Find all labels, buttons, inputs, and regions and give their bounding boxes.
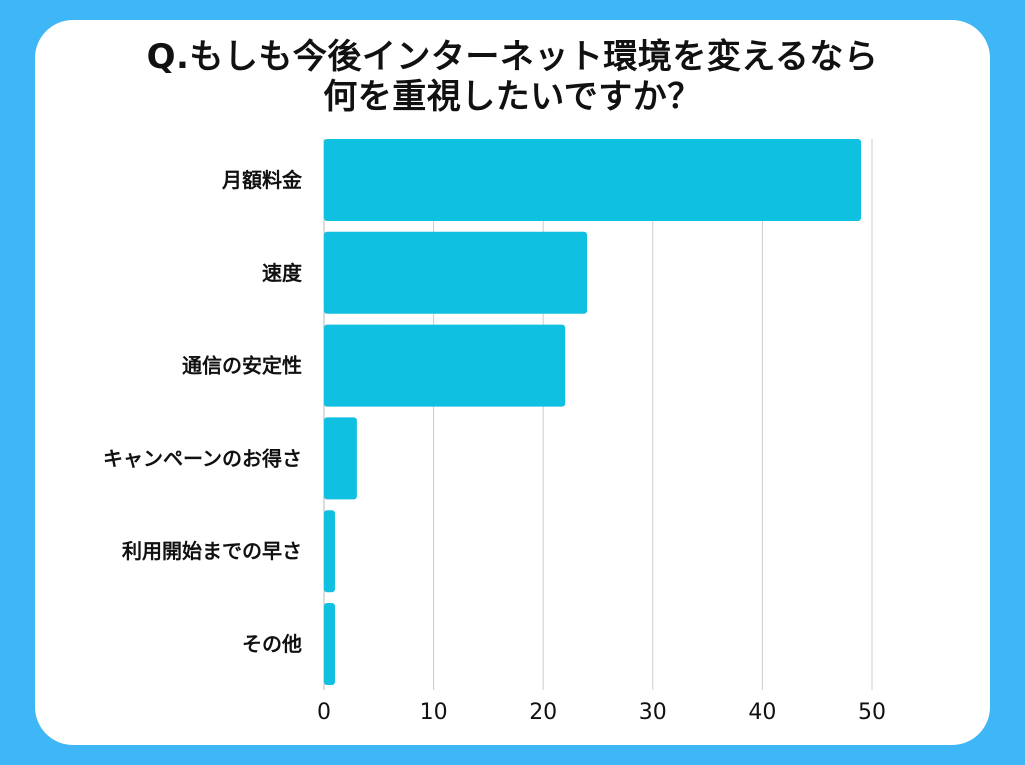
bar-4 xyxy=(324,417,357,500)
bar-1 xyxy=(324,139,862,221)
category-label: 速度 xyxy=(262,261,303,285)
x-tick-label: 40 xyxy=(748,700,776,725)
x-tick-label: 20 xyxy=(529,700,557,725)
x-axis-tick-labels: 0 10 20 30 40 50 xyxy=(317,700,886,725)
category-label: キャンペーンのお得さ xyxy=(103,446,302,470)
category-label: 月額料金 xyxy=(221,168,303,192)
category-label: 通信の安定性 xyxy=(182,354,302,378)
bars xyxy=(324,139,862,685)
bar-5 xyxy=(324,510,335,593)
bar-6 xyxy=(324,603,335,685)
category-label: 利用開始までの早さ xyxy=(122,539,302,563)
chart-title: Q.もしも今後インターネット環境を変えるなら 何を重視したいですか？ xyxy=(146,37,879,117)
x-tick-label: 30 xyxy=(639,700,667,725)
category-label: その他 xyxy=(242,632,302,656)
x-tick-label: 0 xyxy=(317,700,331,725)
x-tick-label: 10 xyxy=(420,700,448,725)
bar-3 xyxy=(324,324,566,407)
bar-2 xyxy=(324,231,588,314)
gridlines xyxy=(323,139,873,690)
x-tick-label: 50 xyxy=(858,700,886,725)
